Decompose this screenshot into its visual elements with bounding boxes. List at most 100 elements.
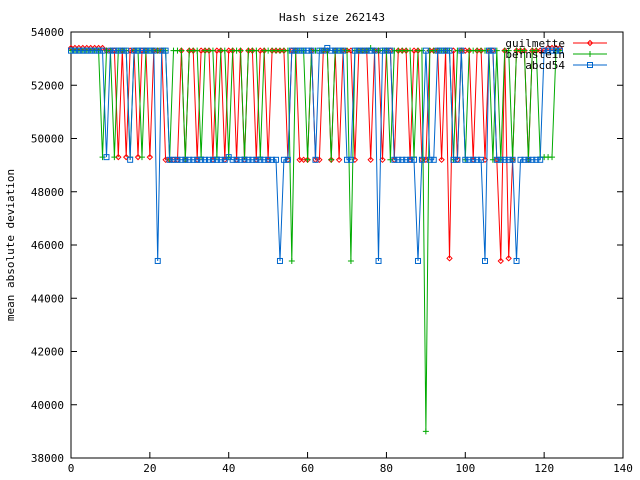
data-point [221,47,228,54]
data-point [186,156,193,163]
data-point [217,156,224,163]
data-point [363,47,370,54]
data-point [296,47,303,54]
data-point [391,156,398,163]
data-point [336,47,343,54]
data-point [170,156,177,163]
data-point [229,156,236,163]
data-point [458,47,465,54]
data-point [237,47,244,54]
data-point [284,47,291,54]
data-point [485,47,492,54]
data-point [122,153,130,161]
data-point [328,156,335,163]
data-point [284,156,291,163]
data-point [367,47,374,54]
data-point [505,47,512,54]
data-point [399,156,406,163]
data-point [194,156,201,163]
data-point [127,156,134,163]
data-point [525,156,532,163]
data-point [91,47,98,54]
data-point [190,156,197,163]
x-tick-label: 60 [301,462,314,475]
data-point [379,47,386,54]
data-point [533,47,540,54]
data-point [265,156,272,163]
data-point [454,156,461,163]
data-point [115,47,122,54]
data-point [194,47,201,54]
data-point [142,47,149,54]
y-tick-label: 42000 [31,346,64,359]
data-point [206,156,212,163]
data-point [470,156,477,163]
data-point [497,156,504,163]
data-point [257,156,264,163]
data-point [146,153,154,161]
data-point [403,156,410,163]
data-point [344,47,350,54]
data-point [119,47,126,54]
y-tick-label: 50000 [31,133,64,146]
y-tick-label: 38000 [31,452,64,465]
data-point [466,156,473,163]
y-tick-label: 54000 [31,26,64,39]
data-series [67,44,564,435]
legend-label: abcd54 [525,59,565,72]
data-point [347,257,354,264]
data-point [273,156,280,163]
data-point [182,156,189,163]
data-point [533,156,540,163]
data-point [178,156,185,163]
data-point [438,47,445,54]
data-point [414,257,421,264]
data-point [95,47,102,54]
data-point [316,47,323,54]
data-point [198,156,205,163]
axis-ticks: 0 20 40 60 80 100 120 140 38000 40000 42000 44000 46… [31,26,633,475]
data-point [241,156,248,163]
data-point [541,47,548,54]
data-point [269,156,276,163]
data-point [209,47,216,54]
data-point [162,47,169,54]
chart-title: Hash size 262143 [279,11,385,24]
data-point [138,47,145,54]
x-tick-label: 120 [534,462,554,475]
data-point [111,154,118,161]
data-point [237,156,244,163]
data-point [549,154,556,161]
data-point [146,47,153,54]
y-tick-label: 48000 [31,186,64,199]
data-point [371,47,378,54]
data-point [213,156,220,163]
data-point [482,257,488,264]
data-point [335,156,343,164]
data-point [351,47,358,54]
data-point [79,47,86,54]
legend-label: bernstein [505,48,565,61]
data-point [261,156,268,163]
data-point [202,156,209,163]
data-point [529,156,536,163]
data-point [99,154,106,161]
data-point [446,47,453,54]
data-point [407,47,414,54]
data-point [418,47,425,54]
x-tick-label: 80 [380,462,393,475]
data-point [135,47,142,54]
data-point [304,47,311,54]
y-tick-label: 40000 [31,399,64,412]
data-point [422,428,429,435]
data-point [166,156,173,163]
data-point [446,255,453,262]
data-point [387,47,394,54]
data-point [158,47,165,54]
data-point [359,47,366,54]
data-point [308,47,315,54]
data-point [478,156,485,163]
data-point [517,156,524,163]
data-point [178,47,185,54]
